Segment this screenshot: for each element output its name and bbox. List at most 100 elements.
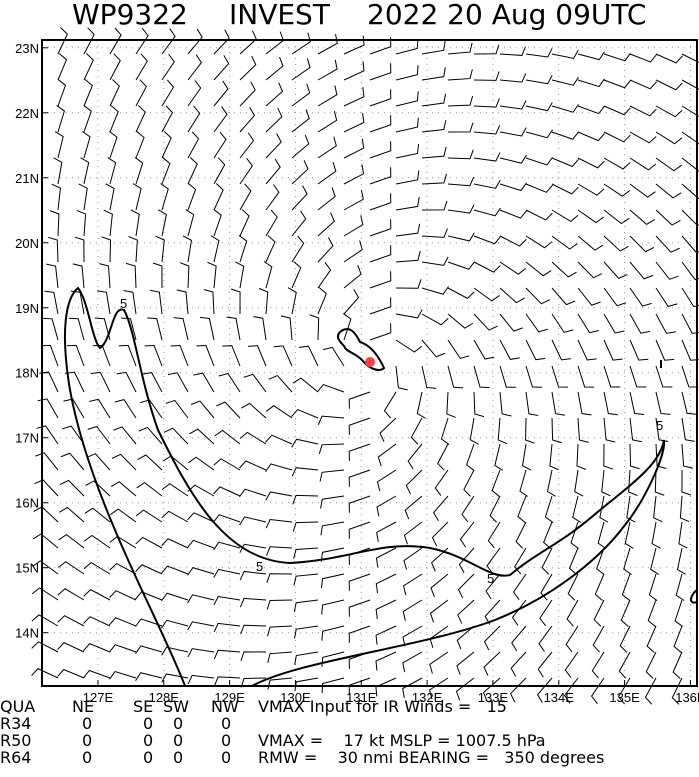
wind-barb bbox=[551, 76, 579, 86]
wind-barb bbox=[213, 568, 241, 578]
wind-barb bbox=[348, 469, 371, 487]
wind-barb bbox=[109, 562, 137, 575]
wind-barb bbox=[32, 560, 59, 575]
wind-barb bbox=[541, 547, 553, 575]
wind-barb bbox=[457, 573, 475, 599]
wind-barb bbox=[440, 417, 450, 445]
wind-barb bbox=[376, 495, 397, 517]
wind-barb bbox=[473, 71, 500, 81]
wind-barb bbox=[135, 105, 146, 133]
wind-barb bbox=[265, 235, 276, 263]
wind-barb bbox=[577, 51, 605, 61]
wind-barb bbox=[655, 313, 676, 334]
map-frame bbox=[41, 39, 698, 687]
wind-barb bbox=[551, 391, 566, 416]
wind-barb bbox=[655, 79, 683, 91]
wind-barb bbox=[239, 132, 255, 159]
wind-barb bbox=[603, 391, 618, 416]
wind-barb bbox=[672, 651, 683, 679]
y-tick-label: 23N bbox=[15, 41, 39, 56]
wind-barb bbox=[68, 317, 85, 341]
wind-barb bbox=[187, 674, 215, 685]
wind-barb bbox=[46, 263, 59, 289]
contour-label: 5 bbox=[656, 418, 663, 433]
wind-barb bbox=[266, 599, 293, 610]
wind-barb bbox=[525, 157, 553, 166]
wind-barb bbox=[473, 235, 501, 245]
wind-barb bbox=[265, 158, 281, 185]
wind-barb bbox=[240, 677, 267, 688]
wind-barb bbox=[379, 417, 397, 442]
wind-barb bbox=[33, 506, 59, 523]
wind-barb bbox=[51, 183, 61, 211]
wind-barb bbox=[265, 31, 284, 55]
wind-barb bbox=[603, 417, 616, 443]
wind-barb bbox=[473, 207, 501, 217]
y-tick-label: 17N bbox=[15, 431, 39, 446]
wind-barb bbox=[72, 263, 85, 289]
wind-barb bbox=[447, 122, 474, 133]
wind-barb bbox=[273, 345, 293, 367]
wind-barb bbox=[293, 573, 319, 586]
wind-barb bbox=[499, 154, 527, 164]
x-tick-label: 130E bbox=[280, 690, 311, 705]
table-cell: 0 bbox=[143, 714, 153, 733]
wind-barb bbox=[603, 183, 631, 197]
wind-barb bbox=[239, 488, 267, 498]
wind-barb bbox=[348, 521, 371, 539]
wind-barb bbox=[395, 309, 423, 319]
wind-barb bbox=[499, 261, 527, 275]
wind-barb bbox=[447, 232, 475, 242]
wind-barb bbox=[111, 453, 137, 471]
table-cell: R64 bbox=[0, 748, 31, 767]
wind-barb bbox=[83, 105, 92, 133]
wind-barb bbox=[645, 651, 657, 679]
wind-barb bbox=[375, 573, 397, 594]
x-tick-label: 136E bbox=[675, 690, 699, 705]
wind-barb bbox=[603, 261, 628, 279]
wind-barb bbox=[617, 677, 631, 705]
wind-barb bbox=[155, 235, 165, 263]
wind-barb bbox=[213, 106, 228, 133]
wind-barb bbox=[161, 565, 189, 575]
wind-barb bbox=[536, 677, 553, 704]
wind-barb bbox=[291, 467, 319, 477]
wind-barb bbox=[320, 495, 345, 509]
wind-barb bbox=[421, 67, 446, 81]
contour bbox=[690, 589, 698, 604]
wind-barb bbox=[121, 317, 137, 341]
wind-barb bbox=[525, 339, 546, 361]
contours bbox=[63, 286, 698, 687]
wind-barb bbox=[499, 46, 526, 56]
wind-barb bbox=[447, 69, 473, 81]
wind-barb bbox=[376, 469, 397, 492]
wind-barb bbox=[239, 570, 267, 581]
wind-barb bbox=[343, 240, 363, 263]
wind-barb bbox=[456, 625, 475, 650]
wind-barb bbox=[655, 261, 679, 280]
wind-barb bbox=[187, 157, 198, 185]
wind-barb bbox=[675, 573, 685, 601]
wind-barb bbox=[57, 561, 85, 575]
wind-barb bbox=[110, 481, 137, 497]
wind-barb bbox=[538, 625, 553, 652]
wind-barb bbox=[376, 521, 397, 542]
wind-barb bbox=[138, 426, 163, 445]
wind-barb bbox=[317, 136, 337, 159]
wind-barb bbox=[421, 146, 447, 159]
wind-barb bbox=[291, 83, 311, 107]
wind-barb bbox=[647, 599, 657, 627]
wind-barb bbox=[291, 185, 308, 211]
wind-barb bbox=[317, 237, 334, 263]
wind-barb bbox=[514, 547, 527, 575]
wind-barb bbox=[343, 112, 365, 133]
wind-barb bbox=[57, 668, 85, 679]
wind-barb bbox=[447, 365, 464, 389]
wind-barb bbox=[402, 651, 423, 673]
wind-barb bbox=[499, 287, 525, 304]
wind-barb bbox=[190, 400, 215, 419]
wind-barb bbox=[681, 391, 697, 415]
wind-barb bbox=[603, 105, 631, 116]
wind-barb bbox=[655, 183, 682, 199]
wind-barb bbox=[655, 287, 678, 307]
